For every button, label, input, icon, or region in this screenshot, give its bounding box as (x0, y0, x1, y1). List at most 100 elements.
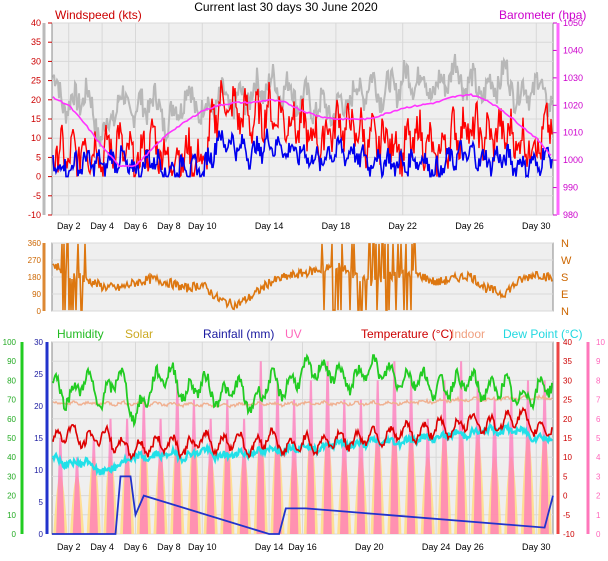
panel-wind-direction: 0 N 90 E 180 S 270 W 360 N (28, 238, 572, 318)
legend-uv: UV (285, 327, 302, 341)
wind-y-tick-label: 5 (36, 152, 41, 162)
humidity-y-tick-label: 70 (7, 396, 16, 405)
rain-y-tick-label: 30 (34, 338, 43, 347)
indoor-temperature-line (52, 393, 553, 410)
wind-x-tick-label: Day 18 (322, 221, 351, 231)
temp-y-tick-label: 15 (563, 434, 572, 443)
legend-indoor: Indoor (451, 327, 485, 341)
wind-x-tick-label: Day 26 (455, 221, 484, 231)
uv-day-spike (156, 418, 165, 534)
baro-y-tick-label: 1010 (563, 128, 583, 138)
humidity-y-tick-label: 60 (7, 415, 16, 424)
wind-x-tick-label: Day 4 (90, 221, 114, 231)
humidity-line (52, 353, 553, 429)
uv-y-tick-label: 4 (596, 453, 601, 462)
uv-day-spike (340, 399, 349, 534)
baro-y-tick-label: 980 (563, 210, 578, 220)
legend-temperature: Temperature (°C) (361, 327, 453, 341)
wind-x-tick-label: Day 14 (255, 221, 284, 231)
weather-x-tick-label: Day 8 (157, 542, 181, 552)
baro-y-tick-label: 1050 (563, 18, 583, 28)
direction-compass-label: E (561, 289, 568, 301)
rain-y-tick-label: 5 (39, 498, 44, 507)
temperature-line (52, 406, 553, 461)
weather-x-tick-label: Day 4 (90, 542, 114, 552)
temp-y-tick-label: 35 (563, 357, 572, 366)
wind-y-tick-label: 40 (31, 18, 41, 28)
humidity-y-tick-label: 40 (7, 453, 16, 462)
legend-humidity: Humidity (57, 327, 104, 341)
weather-x-tick-label: Day 14 (255, 542, 284, 552)
temp-y-tick-label: 0 (563, 492, 568, 501)
weather-axes: 0102030405060708090100051015202530-10-50… (3, 338, 606, 552)
weather-x-tick-label: Day 30 (522, 542, 551, 552)
rain-y-tick-label: 25 (34, 370, 43, 379)
temp-y-tick-label: 5 (563, 472, 568, 481)
uv-day-spike (189, 399, 199, 534)
uv-y-tick-label: 3 (596, 472, 601, 481)
wind-y-tick-label: 35 (31, 37, 41, 47)
direction-compass-label: W (561, 255, 572, 267)
wind-y-tick-label: 15 (31, 114, 41, 124)
direction-y-tick-label: 270 (28, 256, 42, 265)
legend-solar: Solar (125, 327, 153, 341)
direction-y-tick-label: 90 (32, 290, 41, 299)
wind-direction-line (52, 243, 553, 311)
rain-y-tick-label: 0 (39, 530, 44, 539)
wind-y-tick-label: 25 (31, 76, 41, 86)
wind-x-tick-label: Day 8 (157, 221, 181, 231)
uv-day-spike (473, 380, 483, 534)
uv-day-spike (423, 418, 432, 534)
uv-day-spike (507, 399, 516, 534)
baro-y-tick-label: 990 (563, 183, 578, 193)
weather-x-tick-label: Day 24 (422, 542, 451, 552)
direction-gridlines (52, 242, 553, 312)
temp-y-tick-label: 30 (563, 376, 572, 385)
humidity-y-tick-label: 10 (7, 511, 16, 520)
uv-y-tick-label: 6 (596, 415, 601, 424)
panel-weather: 0102030405060708090100051015202530-10-50… (3, 327, 606, 552)
uv-day-spike (106, 418, 115, 534)
wind-y-tick-label: 30 (31, 56, 41, 66)
baro-y-tick-label: 1020 (563, 100, 583, 110)
legend-dew-point: Dew Point (°C) (503, 327, 582, 341)
barometer-line (52, 93, 552, 168)
windspeed-axis-label: Windspeed (kts) (55, 8, 142, 22)
barometer-axis-label: Barometer (hpa) (499, 8, 586, 22)
rain-y-tick-label: 15 (34, 434, 43, 443)
humidity-y-tick-label: 90 (7, 357, 16, 366)
humidity-y-tick-label: 0 (12, 530, 17, 539)
uv-day-spike (440, 380, 449, 534)
direction-y-tick-label: 180 (28, 273, 42, 282)
baro-y-tick-label: 1040 (563, 45, 583, 55)
uv-day-spike (356, 399, 366, 534)
temp-y-tick-label: -10 (563, 530, 575, 539)
direction-axes: 0 N 90 E 180 S 270 W 360 N (28, 238, 572, 318)
direction-compass-label: N (561, 306, 569, 318)
uv-day-spike (373, 380, 382, 534)
temp-y-tick-label: 40 (563, 338, 572, 347)
baro-y-tick-label: 1030 (563, 73, 583, 83)
uv-day-spike (89, 438, 98, 534)
uv-day-spike (306, 380, 316, 534)
uv-day-spike (289, 399, 299, 534)
wind-x-tick-label: Day 22 (388, 221, 417, 231)
weather-x-tick-label: Day 16 (288, 542, 317, 552)
direction-compass-label: S (561, 272, 568, 284)
wind-y-tick-label: -10 (28, 210, 41, 220)
weather-series-layer (51, 353, 554, 535)
wind-x-tick-label: Day 6 (124, 221, 148, 231)
wind-x-tick-label: Day 10 (188, 221, 217, 231)
temp-y-tick-label: 25 (563, 396, 572, 405)
direction-y-tick-label: 0 (37, 307, 42, 316)
wind-y-tick-label: 20 (31, 95, 41, 105)
uv-day-spike (490, 399, 499, 534)
uv-y-tick-label: 7 (596, 396, 601, 405)
uv-y-tick-label: 9 (596, 357, 601, 366)
uv-day-spike (273, 380, 282, 534)
uv-day-spike (206, 418, 215, 534)
wind-x-tick-label: Day 30 (522, 221, 551, 231)
uv-day-spike (256, 361, 265, 534)
wind-y-tick-label: 10 (31, 133, 41, 143)
